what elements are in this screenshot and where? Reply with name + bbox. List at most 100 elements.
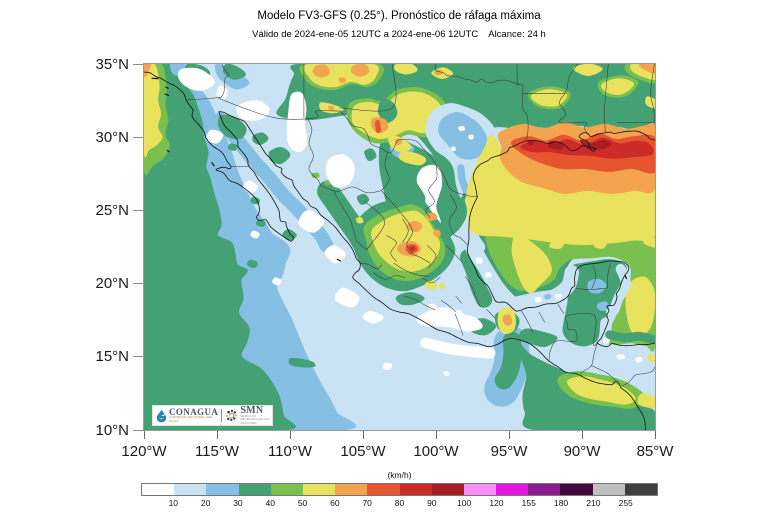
lon-tick-label: 110°W: [267, 443, 313, 460]
field-sonoyta-white: [236, 100, 270, 121]
island-channel-2: [165, 86, 169, 89]
field-honduras-coast-green: [605, 330, 655, 344]
field-sierra-apple-1: [311, 172, 320, 178]
border-tabasco-campeche: [557, 303, 565, 314]
border-tamaulipas-veracruz: [459, 237, 468, 245]
colorbar-units-label: (km/h): [387, 470, 412, 480]
conagua-drop-icon: [156, 409, 167, 422]
conagua-wordmark: CONAGUA: [169, 406, 219, 417]
border-yucatan-quintana-roo: [607, 263, 611, 289]
border-sonora-chihuahua: [307, 117, 321, 186]
island-san-clemente: [164, 93, 170, 97]
smn-tagline-line: NACIONAL: [240, 420, 258, 425]
conagua-tagline: COMISIÓN NACIONAL DEL AGUA: [169, 415, 214, 423]
colorbar-cell-1: [174, 484, 207, 495]
field-altiplano-orange-2: [425, 212, 438, 221]
border-rio-grande: [340, 110, 478, 197]
conagua-text-group: CONAGUA COMISIÓN NACIONAL DEL AGUA: [169, 408, 218, 424]
colorbar-tick-label: 210: [586, 498, 601, 508]
colorbar-tick-label: 50: [297, 498, 308, 508]
field-michoacan-green: [395, 292, 425, 306]
border-yucatan-east: [591, 264, 597, 290]
coast-baja-california: [185, 99, 295, 242]
colorbar-tick-label: 20: [200, 498, 211, 508]
border-tabasco-chiapas: [538, 311, 546, 323]
field-sabine-darkred-speck: [527, 140, 534, 146]
smn-tagline-line: METEOROLÓGICO: [240, 417, 270, 422]
field-pacific-green-blob-3: [247, 259, 258, 268]
field-salvador-yellow: [566, 376, 636, 405]
field-new-mexico-orange-2: [350, 64, 370, 77]
lon-tick-label: 95°W: [490, 443, 528, 460]
colorbar-tick-label: 120: [489, 498, 504, 508]
field-veracruz-slope-green: [460, 249, 493, 308]
colorbar-tick-label: 255: [618, 498, 633, 508]
island-guadalupe: [166, 149, 170, 153]
border-oaxaca-veracruz: [486, 309, 496, 319]
field-guerrero-white-2: [428, 303, 437, 309]
lon-tick-label: 120°W: [121, 443, 167, 460]
field-texas-white-2: [468, 134, 474, 140]
field-tabasco-blue-speck: [544, 294, 552, 300]
field-puebla-white: [454, 310, 463, 316]
field-coahuila-yellow: [398, 151, 427, 166]
islands: [151, 77, 628, 280]
field-bajio-yellow-spot: [424, 280, 438, 290]
lon-tick: [289, 431, 291, 439]
map-plot-area: CONAGUA COMISIÓN NACIONAL DEL AGUA SMN S…: [143, 63, 656, 431]
border-arkansas-mississippi: [564, 64, 578, 94]
field-tennessee-yellow: [572, 64, 603, 77]
field-caribbean-yellow-oval: [625, 276, 655, 337]
border-aguascalientes: [408, 252, 431, 264]
lon-tick: [362, 431, 364, 439]
figure-subtitle: Válido de 2024-ene-05 12UTC a 2024-ene-0…: [252, 29, 546, 40]
colorbar-cell-6: [335, 484, 368, 495]
field-honduras-edge-yellow: [647, 354, 655, 363]
border-nuevo-leon-tamaulipas: [448, 194, 461, 238]
colorbar-cell-11: [496, 484, 529, 495]
lon-tick: [581, 431, 583, 439]
coastlines: [144, 71, 655, 430]
field-quintana-roo-pale-band: [609, 263, 631, 316]
lat-tick: [133, 283, 143, 285]
field-nicaragua-edge-yellow: [637, 393, 655, 408]
field-pacific-30-40: [144, 64, 296, 430]
colorbar-cell-3: [238, 484, 271, 495]
colorbar-cell-2: [206, 484, 239, 495]
field-veracruz-white-1: [475, 257, 483, 264]
field-campeche-coast-pale: [511, 265, 580, 311]
logos-box: CONAGUA COMISIÓN NACIONAL DEL AGUA SMN S…: [152, 405, 273, 426]
coast-mexico-pacific: [218, 111, 646, 430]
colorbar-cell-7: [367, 484, 400, 495]
border-texas-oklahoma: [435, 64, 523, 86]
field-altiplano-yellow: [371, 210, 441, 272]
border-us-mexico-west: [185, 97, 222, 101]
colorbar-cell-15: [624, 484, 657, 495]
border-durango-nayarit: [356, 240, 367, 251]
field-sonora-green-1: [268, 147, 291, 165]
field-chihuahua-white: [325, 154, 355, 188]
colorbar-tick-label: 90: [427, 498, 437, 508]
field-sinaloa-white-1: [298, 210, 324, 233]
field-altiplano-red-core: [409, 246, 416, 251]
border-texas-arkansas-louisiana: [522, 85, 529, 142]
field-corner-orange: [638, 64, 655, 74]
smn-text-group: SMN SERVICIO METEOROLÓGICO NACIONAL: [240, 406, 270, 425]
field-alabama-yellow: [600, 78, 635, 95]
field-jalisco-offshore-white-2: [362, 311, 384, 324]
field-honduras-white-2: [635, 357, 643, 363]
field-panhandle-orange: [434, 69, 444, 76]
colorbar-tick-label: 180: [553, 498, 569, 508]
border-zacatecas-jalisco: [386, 235, 397, 262]
colorbar-cell-14: [592, 484, 625, 495]
colorbar-tick-label: 155: [521, 498, 536, 508]
border-zacatecas-east: [402, 218, 409, 243]
border-salvador-honduras: [591, 365, 616, 381]
lon-tick: [143, 431, 145, 439]
lat-tick: [133, 136, 143, 138]
field-yucatan-blue-1: [587, 278, 607, 294]
field-new-mexico-orange-1: [312, 64, 330, 78]
field-pacific-white-2: [272, 277, 282, 286]
smn-tagline: SERVICIO METEOROLÓGICO NACIONAL: [240, 414, 270, 425]
field-altiplano-orange-3: [433, 229, 441, 237]
